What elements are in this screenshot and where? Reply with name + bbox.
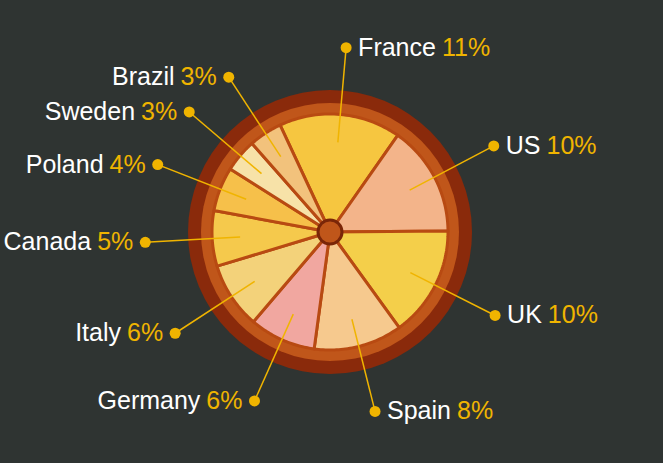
svg-text:UK10%: UK10% [507,300,598,328]
svg-text:Italy6%: Italy6% [75,318,163,346]
svg-text:Brazil3%: Brazil3% [112,62,217,90]
svg-text:Spain8%: Spain8% [387,396,493,424]
svg-text:Germany6%: Germany6% [98,386,243,414]
svg-text:US10%: US10% [506,131,597,159]
svg-text:France11%: France11% [358,33,490,61]
svg-text:Canada5%: Canada5% [4,227,134,255]
svg-text:Poland4%: Poland4% [26,150,146,178]
svg-text:Sweden3%: Sweden3% [45,97,178,125]
